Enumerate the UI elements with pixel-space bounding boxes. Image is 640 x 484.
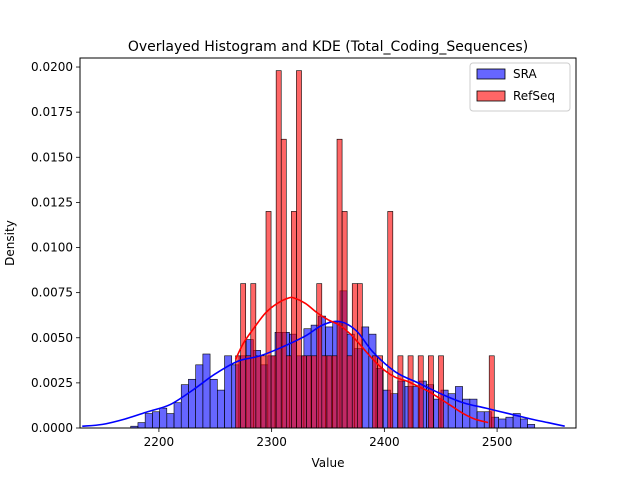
sra-bar xyxy=(180,384,189,428)
y-tick-label: 0.0200 xyxy=(31,60,73,74)
refseq-bar xyxy=(250,283,257,428)
y-tick-label: 0.0100 xyxy=(31,241,73,255)
refseq-bar xyxy=(285,355,292,428)
refseq-bar xyxy=(321,355,328,428)
sra-bar xyxy=(217,389,225,428)
refseq-bar xyxy=(316,283,323,428)
refseq-bar xyxy=(235,355,241,428)
refseq-bar xyxy=(291,211,297,428)
chart-title: Overlayed Histogram and KDE (Total_Codin… xyxy=(128,39,528,55)
sra-kde-line xyxy=(82,320,565,427)
refseq-bar xyxy=(387,211,394,428)
y-tick-label: 0.0125 xyxy=(31,195,73,209)
sra-bar xyxy=(527,424,536,428)
legend-swatch-sra xyxy=(476,68,506,80)
sra-bar xyxy=(195,364,204,428)
x-axis-ticks: 2200 2300 2400 2500 xyxy=(144,428,513,449)
sra-bar xyxy=(209,378,218,428)
refseq-bar xyxy=(311,355,318,428)
y-axis-label: Density xyxy=(3,220,17,266)
legend-label-refseq: RefSeq xyxy=(513,89,555,103)
refseq-kde-line xyxy=(234,296,489,424)
x-tick-label: 2400 xyxy=(369,435,400,449)
refseq-bar xyxy=(301,355,307,428)
sra-bar xyxy=(455,386,463,428)
refseq-bar xyxy=(265,211,272,428)
kde-curves xyxy=(82,296,565,427)
refseq-bar xyxy=(296,70,302,428)
plot-area-frame xyxy=(79,57,577,429)
refseq-bar xyxy=(351,283,358,428)
legend-label-sra: SRA xyxy=(513,67,537,81)
refseq-bar xyxy=(346,355,353,428)
y-axis-ticks: 0.0000 0.0025 0.0050 0.0075 0.0100 0.0125 0.01… xyxy=(31,60,80,435)
x-tick-label: 2500 xyxy=(482,435,513,449)
refseq-bar xyxy=(341,211,348,428)
y-tick-label: 0.0150 xyxy=(31,150,73,164)
sra-bar xyxy=(188,378,196,428)
refseq-bar xyxy=(417,355,424,428)
refseq-bar xyxy=(260,355,267,428)
refseq-bar xyxy=(245,355,252,428)
refseq-bar xyxy=(407,355,414,428)
y-tick-label: 0.0025 xyxy=(31,376,73,390)
x-tick-label: 2300 xyxy=(256,435,287,449)
sra-bar xyxy=(166,413,175,428)
sra-bar xyxy=(159,407,168,428)
sra-bar xyxy=(173,402,182,428)
x-tick-label: 2200 xyxy=(144,435,175,449)
refseq-bar xyxy=(372,355,378,428)
refseq-bar xyxy=(326,355,333,428)
y-tick-label: 0.0000 xyxy=(31,421,73,435)
y-tick-label: 0.0075 xyxy=(31,286,73,300)
refseq-bar xyxy=(397,355,404,428)
sra-bar xyxy=(137,422,146,428)
legend: SRA RefSeq xyxy=(469,62,571,112)
sra-bar xyxy=(202,353,211,428)
sra-bar xyxy=(469,398,478,428)
legend-swatch-refseq xyxy=(476,90,506,102)
sra-bar xyxy=(144,413,153,428)
refseq-bar xyxy=(331,355,338,428)
sra-bar xyxy=(520,418,528,428)
y-tick-label: 0.0175 xyxy=(31,105,73,119)
sra-bar xyxy=(152,411,160,428)
refseq-bar xyxy=(357,283,363,428)
refseq-bar xyxy=(275,70,282,428)
refseq-bar xyxy=(240,283,247,428)
refseq-bar xyxy=(280,138,287,428)
sra-bar xyxy=(505,416,514,428)
refseq-bar xyxy=(488,355,495,428)
refseq-bar xyxy=(438,355,444,428)
sra-bar xyxy=(498,418,507,428)
refseq-bar xyxy=(255,355,262,428)
refseq-bar xyxy=(270,355,277,428)
refseq-bar xyxy=(306,355,312,428)
x-axis-label: Value xyxy=(312,456,345,470)
refseq-bar xyxy=(336,138,343,428)
y-tick-label: 0.0050 xyxy=(31,331,73,345)
